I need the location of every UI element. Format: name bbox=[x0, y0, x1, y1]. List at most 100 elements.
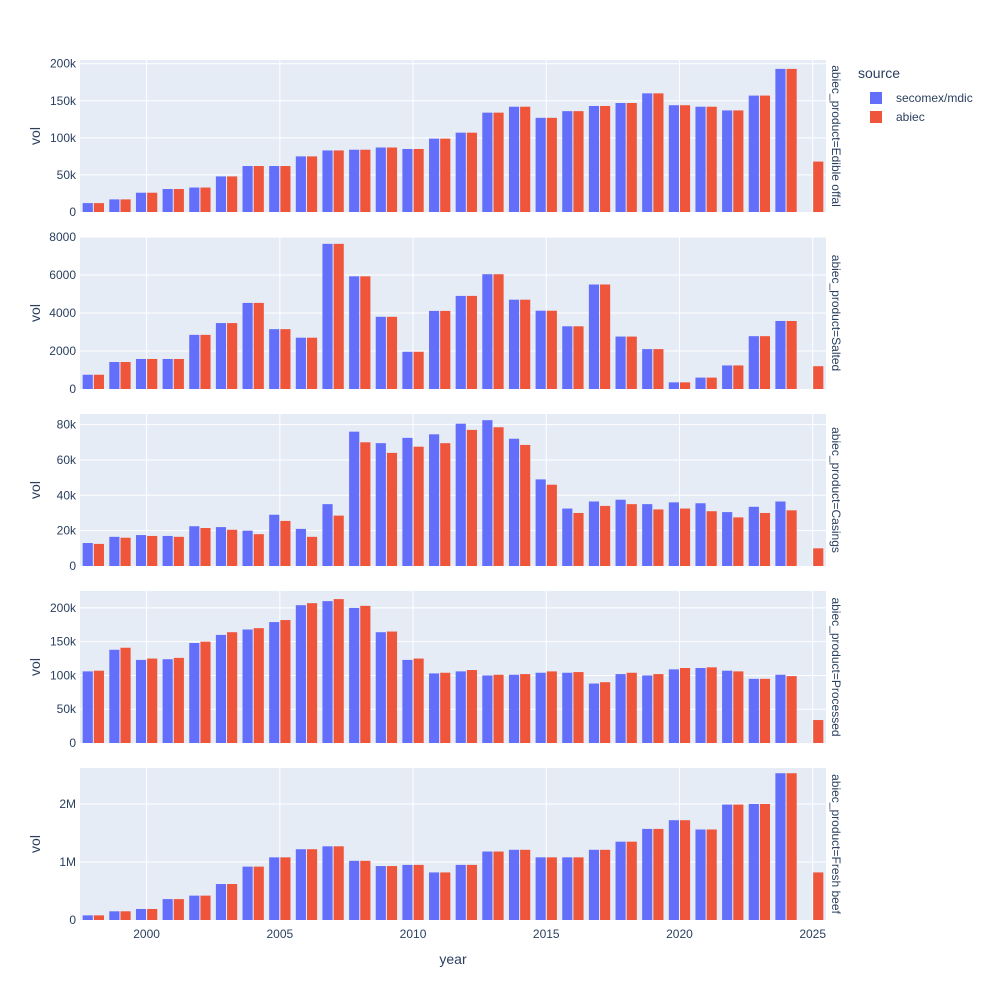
bar-abiec[interactable] bbox=[173, 657, 184, 743]
bar-abiec[interactable] bbox=[653, 509, 664, 566]
bar-secomex-mdic[interactable] bbox=[588, 683, 600, 743]
bar-secomex-mdic[interactable] bbox=[615, 499, 626, 566]
bar-abiec[interactable] bbox=[173, 899, 184, 920]
bar-secomex-mdic[interactable] bbox=[215, 323, 227, 389]
bar-secomex-mdic[interactable] bbox=[322, 846, 333, 920]
bar-secomex-mdic[interactable] bbox=[722, 804, 733, 920]
bar-abiec[interactable] bbox=[227, 323, 238, 389]
bar-abiec[interactable] bbox=[679, 105, 691, 212]
bar-abiec[interactable] bbox=[786, 773, 797, 920]
bar-secomex-mdic[interactable] bbox=[429, 434, 440, 566]
bar-abiec[interactable] bbox=[493, 851, 504, 920]
bar-secomex-mdic[interactable] bbox=[508, 674, 520, 743]
bar-abiec[interactable] bbox=[360, 605, 371, 743]
bar-abiec[interactable] bbox=[600, 284, 611, 390]
bar-abiec[interactable] bbox=[333, 515, 344, 566]
bar-secomex-mdic[interactable] bbox=[322, 150, 333, 212]
bar-secomex-mdic[interactable] bbox=[455, 671, 466, 743]
bar-abiec[interactable] bbox=[493, 674, 504, 743]
bar-abiec[interactable] bbox=[759, 803, 771, 920]
bar-secomex-mdic[interactable] bbox=[535, 117, 546, 212]
bar-secomex-mdic[interactable] bbox=[588, 284, 600, 390]
bar-secomex-mdic[interactable] bbox=[775, 68, 786, 213]
bar-secomex-mdic[interactable] bbox=[402, 148, 413, 212]
bar-abiec[interactable] bbox=[173, 189, 184, 212]
bar-secomex-mdic[interactable] bbox=[455, 295, 466, 389]
bar-secomex-mdic[interactable] bbox=[189, 895, 200, 920]
bar-secomex-mdic[interactable] bbox=[322, 601, 333, 743]
bar-abiec[interactable] bbox=[440, 138, 451, 212]
bar-secomex-mdic[interactable] bbox=[295, 528, 306, 566]
bar-secomex-mdic[interactable] bbox=[295, 156, 306, 212]
bar-secomex-mdic[interactable] bbox=[642, 675, 653, 743]
bar-abiec[interactable] bbox=[147, 358, 158, 389]
bar-secomex-mdic[interactable] bbox=[722, 365, 733, 389]
bar-secomex-mdic[interactable] bbox=[615, 674, 626, 743]
bar-abiec[interactable] bbox=[227, 176, 238, 212]
bar-abiec[interactable] bbox=[786, 510, 797, 566]
bar-abiec[interactable] bbox=[227, 884, 238, 920]
bar-secomex-mdic[interactable] bbox=[349, 276, 360, 389]
bar-secomex-mdic[interactable] bbox=[722, 670, 733, 743]
bar-abiec[interactable] bbox=[546, 484, 557, 566]
bar-abiec[interactable] bbox=[333, 599, 344, 743]
bar-abiec[interactable] bbox=[546, 310, 557, 389]
bar-secomex-mdic[interactable] bbox=[668, 820, 679, 920]
bar-secomex-mdic[interactable] bbox=[82, 671, 93, 743]
bar-abiec[interactable] bbox=[573, 512, 584, 566]
bar-secomex-mdic[interactable] bbox=[748, 678, 759, 743]
bar-abiec[interactable] bbox=[93, 543, 104, 566]
bar-secomex-mdic[interactable] bbox=[135, 908, 147, 920]
bar-secomex-mdic[interactable] bbox=[109, 911, 120, 920]
bar-abiec[interactable] bbox=[93, 670, 104, 743]
bar-secomex-mdic[interactable] bbox=[162, 899, 173, 920]
bar-abiec[interactable] bbox=[573, 111, 584, 212]
bar-secomex-mdic[interactable] bbox=[642, 504, 653, 566]
bar-abiec[interactable] bbox=[679, 382, 691, 389]
bar-secomex-mdic[interactable] bbox=[162, 535, 173, 566]
bar-secomex-mdic[interactable] bbox=[135, 535, 147, 566]
bar-secomex-mdic[interactable] bbox=[748, 336, 759, 389]
bar-abiec[interactable] bbox=[173, 536, 184, 566]
bar-abiec[interactable] bbox=[413, 446, 424, 566]
bar-secomex-mdic[interactable] bbox=[695, 106, 706, 212]
bar-abiec[interactable] bbox=[706, 511, 717, 566]
bar-secomex-mdic[interactable] bbox=[109, 362, 120, 389]
bar-secomex-mdic[interactable] bbox=[269, 329, 280, 389]
bar-secomex-mdic[interactable] bbox=[615, 336, 626, 389]
bar-abiec[interactable] bbox=[626, 841, 637, 920]
bar-secomex-mdic[interactable] bbox=[482, 274, 493, 389]
bar-abiec[interactable] bbox=[386, 866, 398, 920]
bar-abiec[interactable] bbox=[227, 632, 238, 743]
legend-swatch[interactable] bbox=[870, 92, 882, 104]
bar-abiec[interactable] bbox=[573, 326, 584, 389]
bar-abiec[interactable] bbox=[360, 442, 371, 566]
bar-secomex-mdic[interactable] bbox=[135, 358, 147, 389]
bar-abiec[interactable] bbox=[679, 668, 691, 743]
bar-secomex-mdic[interactable] bbox=[429, 310, 440, 389]
bar-secomex-mdic[interactable] bbox=[322, 243, 333, 389]
bar-secomex-mdic[interactable] bbox=[562, 508, 573, 566]
bar-secomex-mdic[interactable] bbox=[215, 527, 227, 566]
bar-secomex-mdic[interactable] bbox=[295, 337, 306, 389]
bar-secomex-mdic[interactable] bbox=[695, 668, 706, 743]
bar-abiec[interactable] bbox=[493, 274, 504, 389]
bar-secomex-mdic[interactable] bbox=[455, 423, 466, 566]
bar-secomex-mdic[interactable] bbox=[722, 110, 733, 212]
bar-secomex-mdic[interactable] bbox=[695, 829, 706, 920]
bar-secomex-mdic[interactable] bbox=[482, 112, 493, 212]
bar-secomex-mdic[interactable] bbox=[349, 431, 360, 566]
bar-secomex-mdic[interactable] bbox=[295, 605, 306, 743]
bar-secomex-mdic[interactable] bbox=[668, 669, 679, 743]
bar-abiec[interactable] bbox=[813, 366, 824, 389]
bar-secomex-mdic[interactable] bbox=[375, 632, 386, 743]
bar-abiec[interactable] bbox=[280, 520, 291, 566]
bar-abiec[interactable] bbox=[786, 676, 797, 743]
bar-secomex-mdic[interactable] bbox=[562, 672, 573, 743]
bar-abiec[interactable] bbox=[147, 908, 158, 920]
bar-abiec[interactable] bbox=[360, 276, 371, 389]
legend-swatch[interactable] bbox=[870, 111, 882, 123]
bar-secomex-mdic[interactable] bbox=[482, 675, 493, 743]
bar-abiec[interactable] bbox=[520, 299, 531, 389]
bar-abiec[interactable] bbox=[466, 864, 477, 920]
